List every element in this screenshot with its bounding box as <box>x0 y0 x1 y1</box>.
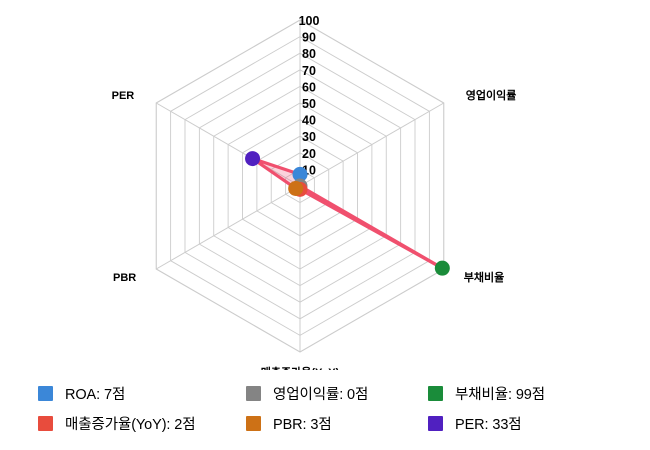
legend-item-roa[interactable]: ROA: 7점 <box>38 378 246 408</box>
legend-swatch-debt-ratio <box>428 385 443 401</box>
legend-swatch-pbr <box>246 415 261 431</box>
svg-text:20: 20 <box>302 147 316 161</box>
legend-swatch-operating-margin <box>246 385 261 401</box>
legend-label-pbr: PBR: 3점 <box>273 416 332 433</box>
svg-text:PBR: PBR <box>113 272 136 284</box>
svg-text:30: 30 <box>302 130 316 144</box>
svg-text:100: 100 <box>299 14 320 28</box>
legend-label-operating-margin: 영업이익률: 0점 <box>273 386 369 403</box>
svg-text:부채비율: 부채비율 <box>464 270 504 284</box>
legend-item-per[interactable]: PER: 33점 <box>428 408 628 438</box>
legend-label-roa: ROA: 7점 <box>65 386 126 403</box>
svg-text:80: 80 <box>302 47 316 61</box>
chart-legend: ROA: 7점 영업이익률: 0점 부채비율: 99점 매출증가율(YoY): … <box>0 378 650 446</box>
svg-text:50: 50 <box>302 97 316 111</box>
svg-text:영업이익률: 영업이익률 <box>466 88 517 102</box>
svg-text:40: 40 <box>302 114 316 128</box>
svg-text:60: 60 <box>302 80 316 94</box>
legend-item-operating-margin[interactable]: 영업이익률: 0점 <box>246 378 428 408</box>
radar-axis-titles: ROA 영업이익률부채비율매출증가율(YoY) PBR PER <box>112 0 517 370</box>
svg-text:90: 90 <box>302 31 316 45</box>
svg-text:PER: PER <box>112 90 135 102</box>
legend-item-debt-ratio[interactable]: 부채비율: 99점 <box>428 378 628 408</box>
legend-swatch-revenue-growth <box>38 415 53 431</box>
legend-swatch-per <box>428 415 443 431</box>
legend-item-pbr[interactable]: PBR: 3점 <box>246 408 428 438</box>
legend-label-revenue-growth: 매출증가율(YoY): 2점 <box>65 416 196 433</box>
legend-label-per: PER: 33점 <box>455 416 522 433</box>
svg-text:매출증가율(YoY): 매출증가율(YoY) <box>261 365 340 370</box>
legend-swatch-roa <box>38 385 53 401</box>
legend-label-debt-ratio: 부채비율: 99점 <box>455 386 545 403</box>
radar-data-points <box>245 151 450 276</box>
legend-item-revenue-growth[interactable]: 매출증가율(YoY): 2점 <box>38 408 246 438</box>
svg-text:ROA: ROA <box>288 0 313 1</box>
svg-text:70: 70 <box>302 64 316 78</box>
